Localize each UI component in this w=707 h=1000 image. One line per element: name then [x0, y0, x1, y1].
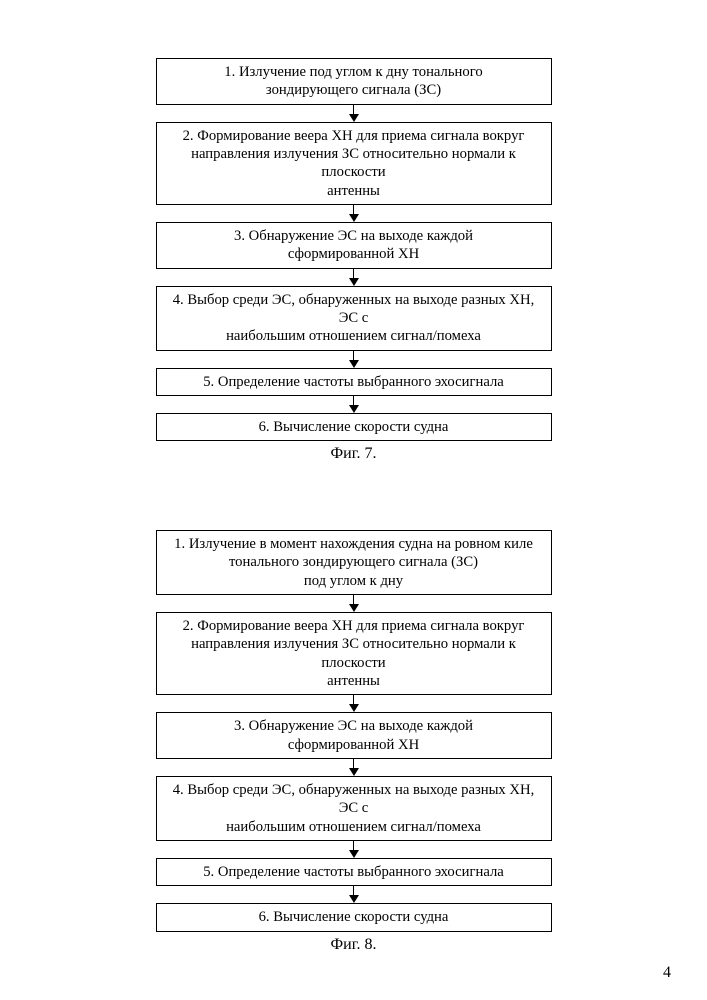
flowchart-fig8: 1. Излучение в момент нахождения судна н…: [156, 530, 552, 954]
flow-step-1: 1. Излучение под углом к дну тональногоз…: [156, 58, 552, 105]
figure-caption: Фиг. 8.: [331, 936, 377, 954]
flow-step-text: 6. Вычисление скорости судна: [167, 908, 541, 926]
flow-step-text: 4. Выбор среди ЭС, обнаруженных на выход…: [167, 291, 541, 328]
flow-step-text: 2. Формирование веера ХН для приема сигн…: [167, 127, 541, 145]
flow-arrow: [349, 269, 359, 286]
flow-step-text: тонального зондирующего сигнала (ЗС): [167, 553, 541, 571]
flow-arrow: [349, 886, 359, 903]
flow-step-3: 3. Обнаружение ЭС на выходе каждойсформи…: [156, 712, 552, 759]
flow-step-2: 2. Формирование веера ХН для приема сигн…: [156, 612, 552, 695]
flow-step-text: антенны: [167, 182, 541, 200]
flow-step-text: 3. Обнаружение ЭС на выходе каждой: [167, 717, 541, 735]
flow-step-text: 2. Формирование веера ХН для приема сигн…: [167, 617, 541, 635]
flow-step-4: 4. Выбор среди ЭС, обнаруженных на выход…: [156, 286, 552, 351]
flow-step-text: под углом к дну: [167, 572, 541, 590]
flow-step-text: 4. Выбор среди ЭС, обнаруженных на выход…: [167, 781, 541, 818]
flow-arrow: [349, 759, 359, 776]
flow-arrow: [349, 105, 359, 122]
flow-step-text: 6. Вычисление скорости судна: [167, 418, 541, 436]
figure-caption: Фиг. 7.: [331, 445, 377, 463]
flow-step-text: 5. Определение частоты выбранного эхосиг…: [167, 373, 541, 391]
flow-step-6: 6. Вычисление скорости судна: [156, 413, 552, 441]
flow-step-3: 3. Обнаружение ЭС на выходе каждойсформи…: [156, 222, 552, 269]
flow-step-text: 5. Определение частоты выбранного эхосиг…: [167, 863, 541, 881]
page-number: 4: [663, 964, 671, 982]
flow-step-text: зондирующего сигнала (ЗС): [167, 81, 541, 99]
flowchart-fig7: 1. Излучение под углом к дну тональногоз…: [156, 58, 552, 463]
flow-step-4: 4. Выбор среди ЭС, обнаруженных на выход…: [156, 776, 552, 841]
flow-step-6: 6. Вычисление скорости судна: [156, 903, 552, 931]
flow-step-text: наибольшим отношением сигнал/помеха: [167, 818, 541, 836]
flow-step-text: 1. Излучение под углом к дну тонального: [167, 63, 541, 81]
flow-step-1: 1. Излучение в момент нахождения судна н…: [156, 530, 552, 595]
flow-step-text: наибольшим отношением сигнал/помеха: [167, 327, 541, 345]
flow-arrow: [349, 396, 359, 413]
flow-arrow: [349, 841, 359, 858]
flow-arrow: [349, 695, 359, 712]
flow-step-5: 5. Определение частоты выбранного эхосиг…: [156, 368, 552, 396]
flow-arrow: [349, 595, 359, 612]
flow-step-text: направления излучения ЗС относительно но…: [167, 635, 541, 672]
flow-step-5: 5. Определение частоты выбранного эхосиг…: [156, 858, 552, 886]
flow-step-text: направления излучения ЗС относительно но…: [167, 145, 541, 182]
flow-step-text: сформированной ХН: [167, 736, 541, 754]
flow-step-text: сформированной ХН: [167, 245, 541, 263]
flow-arrow: [349, 351, 359, 368]
flow-step-text: антенны: [167, 672, 541, 690]
flow-step-text: 1. Излучение в момент нахождения судна н…: [167, 535, 541, 553]
flow-step-text: 3. Обнаружение ЭС на выходе каждой: [167, 227, 541, 245]
flow-arrow: [349, 205, 359, 222]
flow-step-2: 2. Формирование веера ХН для приема сигн…: [156, 122, 552, 205]
page: 1. Излучение под углом к дну тональногоз…: [0, 0, 707, 1000]
